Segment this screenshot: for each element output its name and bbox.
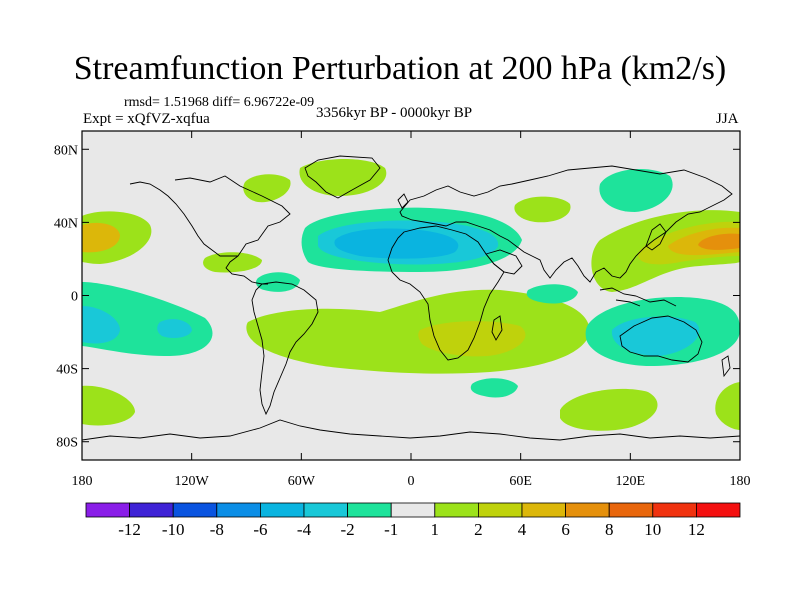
colorbar-level-label: -12 — [118, 520, 141, 539]
colorbar-swatch — [565, 502, 610, 518]
x-tick-label: 60E — [509, 474, 532, 489]
x-tick-label: 0 — [408, 474, 415, 489]
colorbar-swatch — [172, 502, 218, 518]
coast-north-america — [129, 175, 291, 285]
contour-satl-pos — [246, 289, 590, 374]
coast-arabia — [485, 249, 523, 275]
contour-siberia-pos — [514, 196, 571, 223]
experiment-label: Expt = xQfVZ-xqfua — [83, 111, 210, 127]
colorbar-level-label: -4 — [297, 520, 312, 539]
colorbar-swatch — [521, 502, 566, 518]
colorbar-level-label: 12 — [688, 520, 705, 539]
coast-australia — [619, 315, 703, 363]
colorbar-swatch — [390, 502, 436, 518]
rmsd-diff-stats: rmsd= 1.51968 diff= 6.96722e-09 — [124, 95, 315, 110]
y-tick-label: 40S — [56, 363, 78, 378]
colorbar-level-label: -6 — [253, 520, 267, 539]
contour-satl-pos-core — [418, 321, 526, 357]
coast-antarctica — [82, 419, 740, 441]
colorbar-swatch — [652, 502, 697, 518]
colorbar-level-label: -8 — [210, 520, 224, 539]
colorbar-swatch — [85, 502, 130, 518]
coast-uk — [397, 193, 409, 209]
contour-npac-west-pos-core — [82, 222, 120, 253]
contour-natl-neg-core — [334, 228, 459, 259]
chart-title: Streamfunction Perturbation at 200 hPa (… — [73, 50, 727, 87]
coast-japan — [645, 223, 667, 251]
contour-epac-neg-core2 — [157, 319, 192, 338]
y-tick-label: 40N — [54, 216, 78, 231]
coast-africa — [387, 225, 505, 361]
coast-new-zealand — [721, 355, 731, 378]
contour-south-atl-neg — [470, 378, 518, 398]
x-tick-label: 180 — [72, 474, 93, 489]
axis-ticks: 80N 40N 0 40S 80S 180 120W 60W 0 60E 120E 180 — [54, 131, 751, 489]
colorbar-level-label: 2 — [474, 520, 483, 539]
contour-caribbean-pos — [203, 252, 262, 273]
colorbar-swatch — [216, 502, 261, 518]
colorbar-level-label: -2 — [341, 520, 355, 539]
colorbar-swatch — [259, 502, 305, 518]
y-tick-label: 0 — [71, 290, 78, 305]
colorbar-level-label: 10 — [644, 520, 661, 539]
coast-indonesia — [599, 287, 677, 307]
y-tick-label: 80N — [54, 143, 78, 158]
period-label: 3356kyr BP - 0000kyr BP — [316, 105, 473, 121]
coast-south-america — [251, 281, 319, 416]
contour-indian-neg — [526, 284, 578, 304]
colorbar-swatch — [608, 502, 654, 518]
contour-greenland-pos — [243, 174, 291, 203]
colorbar-swatch — [129, 502, 174, 518]
colorbar-level-label: 1 — [431, 520, 440, 539]
colorbar-level-label: 6 — [561, 520, 570, 539]
colorbar-level-label: -1 — [384, 520, 398, 539]
x-tick-label: 120W — [175, 474, 210, 489]
contour-southern-se-pos — [715, 382, 740, 430]
coast-madagascar — [491, 315, 503, 341]
season-label: JJA — [716, 111, 739, 127]
contour-epac-neg-core — [82, 306, 120, 344]
contour-npac-east-pos-max — [698, 233, 740, 250]
colorbar-level-label: -10 — [162, 520, 185, 539]
colorbar-level-label: 8 — [605, 520, 614, 539]
x-tick-label: 120E — [616, 474, 646, 489]
contour-southern-sw-pos — [82, 385, 135, 426]
contour-southern-pos — [560, 388, 658, 431]
colorbar-swatch — [347, 502, 392, 518]
coastlines — [82, 155, 740, 441]
colorbar-swatch — [303, 502, 348, 518]
x-tick-label: 180 — [730, 474, 751, 489]
colorbar: -12 -10 -8 -6 -4 -2 -1 1 2 4 6 8 10 12 — [85, 502, 741, 539]
x-tick-label: 60W — [288, 474, 316, 489]
colorbar-swatch — [434, 502, 479, 518]
colorbar-swatch — [696, 502, 741, 518]
coast-eurasia — [399, 165, 733, 283]
colorbar-swatch — [477, 502, 523, 518]
y-tick-label: 80S — [56, 436, 78, 451]
contour-nepacific-neg — [599, 169, 673, 212]
coast-greenland — [304, 155, 381, 199]
colorbar-level-label: 4 — [518, 520, 527, 539]
